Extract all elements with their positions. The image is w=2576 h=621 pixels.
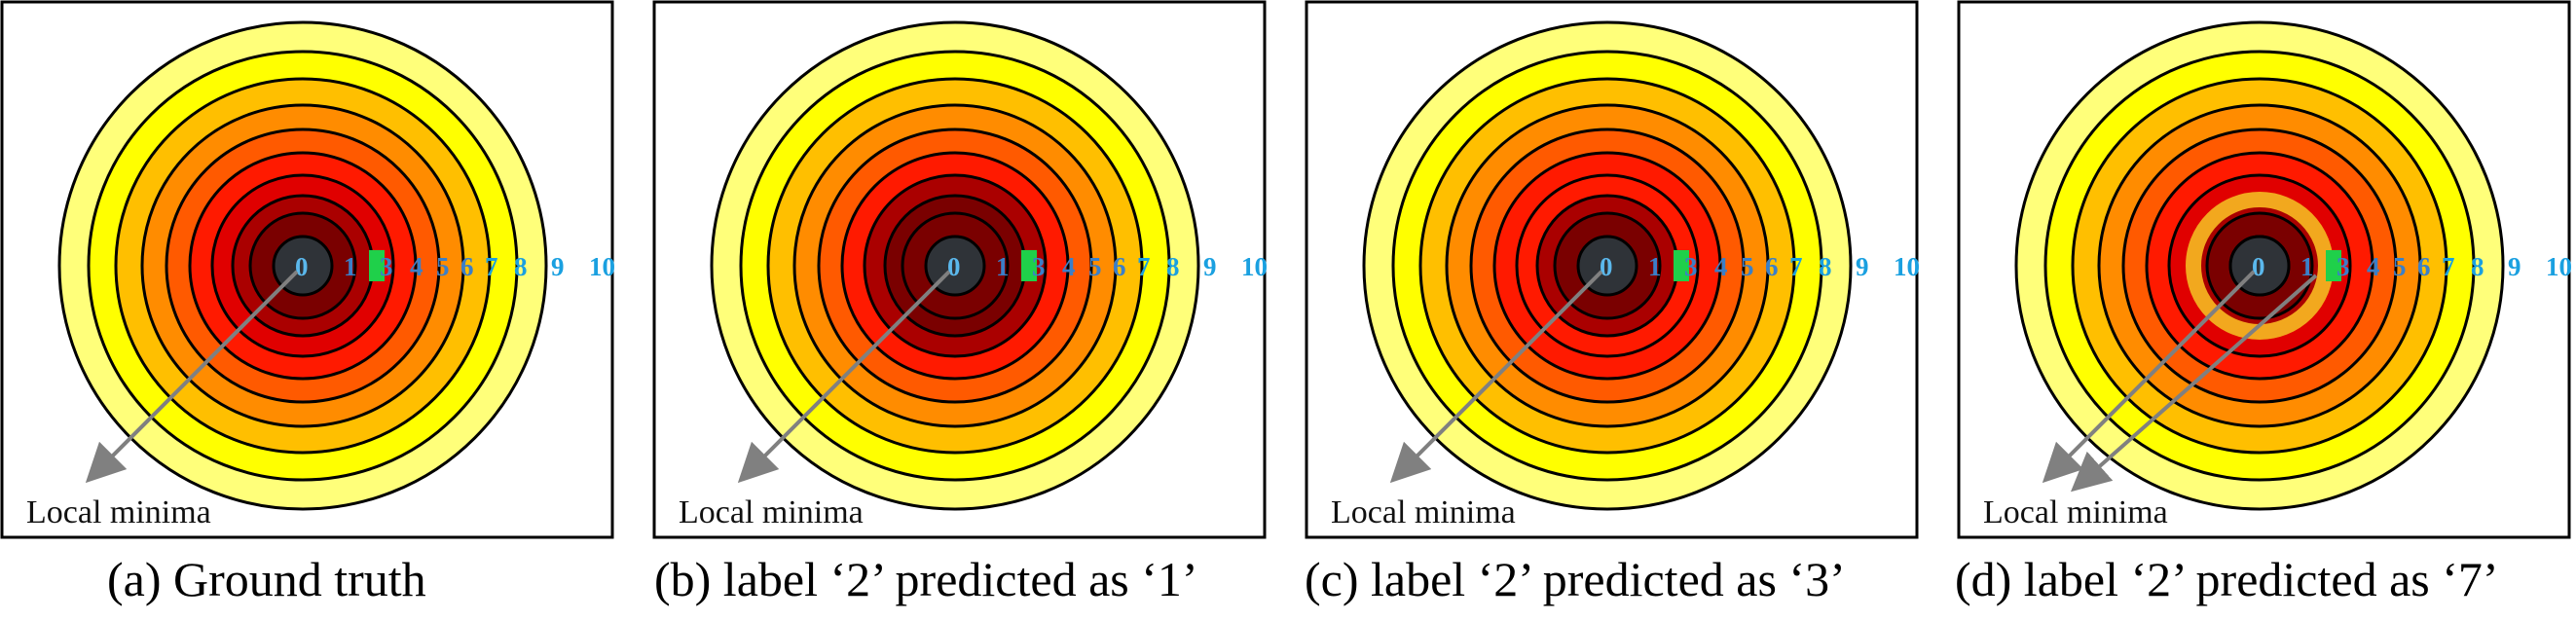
ring-label-5: 5	[1088, 252, 1102, 281]
local-minima-label: Local minima	[1331, 494, 1516, 530]
target-label-marker	[2326, 250, 2341, 281]
ring-label-6: 6	[2417, 252, 2431, 281]
ring-label-6: 6	[1113, 252, 1126, 281]
ring-label-9: 9	[2508, 252, 2521, 281]
ring-label-7: 7	[485, 252, 498, 281]
local-minima-label: Local minima	[679, 494, 864, 530]
ring-label-10: 10	[2546, 252, 2572, 281]
local-minima-arrow	[737, 270, 951, 484]
caption-panel-c: (c) label ‘2’ predicted as ‘3’	[1305, 552, 1846, 606]
local-minima-arrow	[85, 270, 299, 484]
caption-panel-a: (a) Ground truth	[107, 552, 426, 606]
ring-label-7: 7	[1789, 252, 1803, 281]
ring-label-10: 10	[1241, 252, 1268, 281]
ring-label-10: 10	[589, 252, 615, 281]
ring-label-8: 8	[1819, 252, 1832, 281]
panel-a: 0 1 3 4 5 6 7 8 9 10 Local minima	[0, 0, 615, 539]
panel-b: 0 1 3 4 5 6 7 8 9 10 Local minima	[652, 0, 1268, 539]
target-label-marker	[1021, 250, 1037, 281]
ring-label-1: 1	[996, 252, 1010, 281]
ring-label-3: 3	[1032, 252, 1046, 281]
ring-label-4: 4	[410, 252, 423, 281]
ring-label-6: 6	[460, 252, 474, 281]
ring-label-0: 0	[295, 252, 309, 281]
ring-label-1: 1	[2300, 252, 2314, 281]
ring-label-0: 0	[2252, 252, 2265, 281]
local-minima-arrow	[2042, 270, 2256, 484]
ring-label-4: 4	[2367, 252, 2380, 281]
local-minima-arrow-2	[2070, 274, 2318, 493]
ring-label-0: 0	[947, 252, 961, 281]
ring-label-8: 8	[514, 252, 528, 281]
ring-label-0: 0	[1600, 252, 1613, 281]
ring-label-9: 9	[551, 252, 565, 281]
ring-label-8: 8	[2471, 252, 2484, 281]
panel-c: 0 1 3 4 5 6 7 8 9 10 Local minima	[1305, 0, 1920, 539]
ring-label-5: 5	[2393, 252, 2407, 281]
ring-label-1: 1	[344, 252, 357, 281]
ring-label-7: 7	[1137, 252, 1151, 281]
local-minima-label: Local minima	[1983, 494, 2168, 530]
caption-panel-d: (d) label ‘2’ predicted as ‘7’	[1955, 552, 2499, 606]
ring-label-3: 3	[1684, 252, 1698, 281]
ring-label-9: 9	[1856, 252, 1869, 281]
local-minima-label: Local minima	[26, 494, 211, 530]
ring-label-1: 1	[1648, 252, 1662, 281]
ring-label-9: 9	[1203, 252, 1217, 281]
local-minima-arrow	[1389, 270, 1603, 484]
target-label-marker	[369, 250, 385, 281]
ring-label-7: 7	[2442, 252, 2455, 281]
panel-d: 0 1 3 4 5 6 7 8 9 10 Local minima	[1957, 0, 2572, 539]
ring-label-4: 4	[1714, 252, 1728, 281]
ring-label-10: 10	[1894, 252, 1920, 281]
ring-label-6: 6	[1765, 252, 1779, 281]
ring-label-3: 3	[2337, 252, 2350, 281]
ring-label-5: 5	[1741, 252, 1754, 281]
ring-label-3: 3	[380, 252, 393, 281]
ring-label-8: 8	[1166, 252, 1180, 281]
ring-label-5: 5	[436, 252, 450, 281]
target-label-marker	[1674, 250, 1689, 281]
caption-panel-b: (b) label ‘2’ predicted as ‘1’	[654, 552, 1198, 606]
ring-label-4: 4	[1062, 252, 1076, 281]
